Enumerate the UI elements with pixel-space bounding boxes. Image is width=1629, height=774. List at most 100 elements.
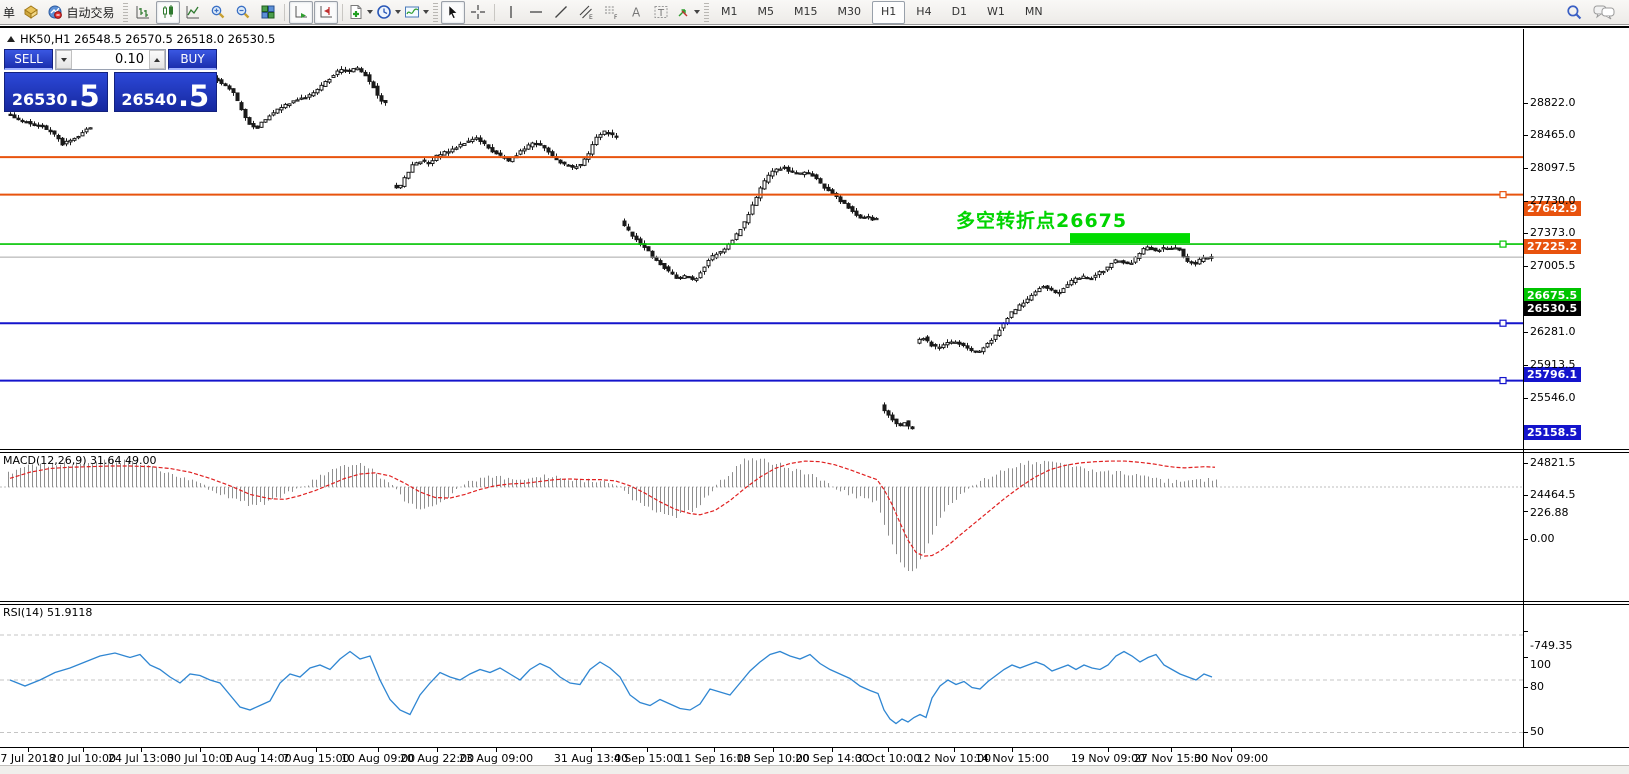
dropdown-arrow-icon[interactable]: [423, 10, 430, 14]
time-axis-label: 20 Aug 22:00: [399, 752, 475, 765]
new-order-button[interactable]: [347, 1, 374, 24]
chat-icon[interactable]: [1593, 4, 1615, 20]
candle-body: [311, 92, 316, 97]
rsi-pane[interactable]: [0, 604, 1523, 747]
toolbar-grip[interactable]: [433, 2, 439, 22]
time-axis-tick: [496, 747, 497, 752]
timeframe-d1-button[interactable]: D1: [951, 4, 968, 18]
candle-body: [626, 226, 631, 231]
timeframe-h1-button[interactable]: H1: [872, 0, 906, 24]
chart-shift-button[interactable]: [314, 0, 339, 24]
auto-scroll-button[interactable]: [289, 0, 314, 24]
level-price-tag[interactable]: 26675.5: [1524, 288, 1582, 304]
pane-separator[interactable]: [0, 601, 1629, 605]
ask-price-pip: .5: [177, 79, 210, 113]
level-price-tag[interactable]: 25796.1: [1524, 367, 1582, 383]
candle-body: [678, 276, 683, 280]
bid-price-tile[interactable]: 26530 .5: [4, 72, 108, 112]
candle-body: [1121, 260, 1126, 264]
line-chart-button[interactable]: [181, 1, 205, 24]
tile-windows-button[interactable]: [256, 1, 280, 24]
candle-body: [1141, 248, 1146, 255]
candlestick-chart-button[interactable]: [156, 0, 181, 24]
volume-input[interactable]: 0.10: [115, 52, 144, 67]
crosshair-button[interactable]: [466, 1, 490, 24]
dropdown-arrow-icon[interactable]: [395, 10, 402, 14]
candle-body: [1193, 261, 1198, 265]
current-price-tag[interactable]: 26530.5: [1524, 301, 1582, 317]
toolbar-grip[interactable]: [704, 2, 710, 22]
dropdown-arrow-icon[interactable]: [367, 10, 374, 14]
candle-body: [710, 255, 715, 261]
timeframe-mn-button[interactable]: MN: [1024, 4, 1043, 18]
timeframe-m5-button[interactable]: M5: [757, 4, 775, 18]
pane-separator[interactable]: [0, 449, 1629, 453]
svg-text:A: A: [632, 6, 641, 20]
candle-body: [28, 121, 33, 125]
candle-body: [1113, 259, 1118, 264]
price-axis-tick: [1523, 201, 1528, 203]
level-price-tag[interactable]: 25158.5: [1524, 424, 1582, 440]
autotrading-label: 自动交易: [66, 5, 115, 20]
svg-text:T: T: [657, 8, 665, 19]
candle-body: [818, 178, 823, 184]
price-chart-pane[interactable]: [0, 30, 1523, 449]
rsi-axis-tick: [1523, 732, 1528, 733]
periods-button[interactable]: [375, 1, 402, 24]
ask-price-tile[interactable]: 26540 .5: [113, 72, 217, 113]
volume-decrease-button[interactable]: [56, 50, 72, 69]
trendline-button[interactable]: [549, 1, 573, 24]
volume-increase-button[interactable]: [149, 50, 165, 69]
candle-body: [726, 243, 731, 250]
candle-body: [446, 151, 451, 154]
auto-scroll-icon: [295, 6, 308, 18]
time-axis-label: 11 Sep 16:00: [677, 752, 751, 765]
sell-button[interactable]: SELL: [4, 49, 53, 70]
dropdown-arrow-icon[interactable]: [694, 10, 701, 14]
cursor-button[interactable]: [441, 0, 466, 24]
candle-body: [906, 420, 911, 427]
price-axis-tick: [1523, 103, 1528, 104]
text-label-button[interactable]: T: [649, 1, 673, 24]
candle-body: [315, 88, 320, 94]
level-price-tag[interactable]: 27642.9: [1524, 201, 1582, 217]
level-handle: [1499, 376, 1507, 385]
candle-body: [1021, 302, 1026, 307]
new-order-partial-label[interactable]: 单: [3, 5, 16, 20]
timeframe-m15-button[interactable]: M15: [794, 4, 818, 18]
candle-body: [1041, 286, 1046, 289]
candle-body: [658, 260, 663, 266]
candle-body: [742, 221, 747, 229]
timeframe-w1-button[interactable]: W1: [987, 4, 1005, 18]
buy-button[interactable]: BUY: [168, 49, 217, 70]
horizontal-line-button[interactable]: [524, 1, 548, 24]
vertical-line-button[interactable]: [499, 1, 523, 24]
candle-body: [327, 78, 332, 83]
timeframe-h4-button[interactable]: H4: [916, 4, 932, 18]
timeframe-m1-button[interactable]: M1: [721, 4, 738, 18]
zoom-in-button[interactable]: [206, 1, 230, 24]
search-icon[interactable]: [1566, 4, 1583, 21]
candle-body: [854, 210, 859, 216]
macd-pane[interactable]: [0, 452, 1523, 601]
package-button[interactable]: [19, 1, 43, 24]
toolbar-grip[interactable]: [123, 2, 129, 22]
price-axis-tick: [1523, 233, 1528, 235]
fibonacci-button[interactable]: F: [599, 1, 623, 24]
pivot-annotation[interactable]: 多空转折点26675: [956, 210, 1128, 232]
candle-body: [894, 418, 899, 425]
timeframe-m30-button[interactable]: M30: [837, 4, 862, 18]
candle-body: [255, 125, 260, 129]
zoom-out-button[interactable]: [231, 1, 255, 24]
text-button[interactable]: A: [624, 1, 648, 24]
candle-body: [88, 127, 93, 130]
indicator-templates-button[interactable]: [403, 1, 430, 24]
level-price-tag[interactable]: 27225.2: [1524, 238, 1582, 254]
candle-body: [1205, 257, 1210, 260]
candle-body: [933, 344, 938, 347]
autotrading-button[interactable]: 自动交易: [44, 1, 120, 24]
arrows-button[interactable]: [674, 1, 701, 24]
equidistant-channel-button[interactable]: E: [574, 1, 598, 24]
candle-body: [917, 338, 922, 344]
bar-chart-button[interactable]: [131, 1, 155, 24]
